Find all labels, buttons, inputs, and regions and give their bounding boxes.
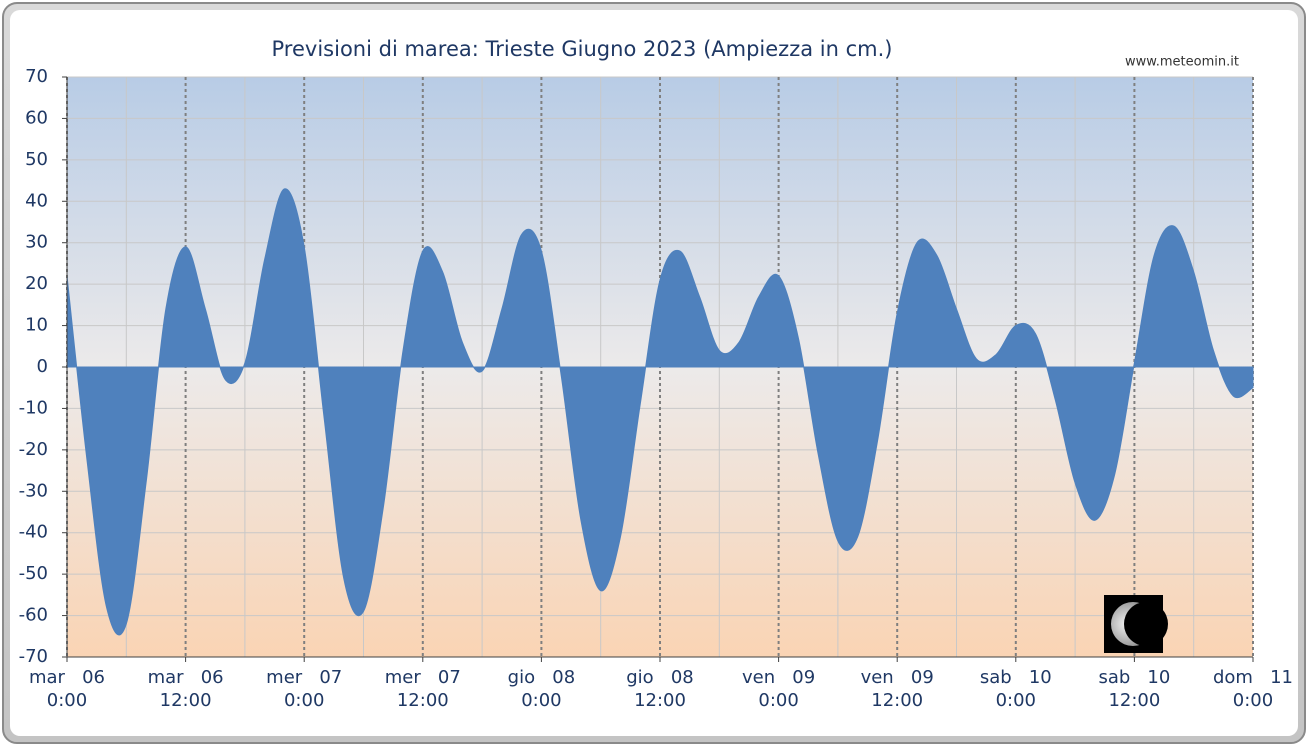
x-tick-label: sab 10 xyxy=(980,667,1052,688)
x-tick-label: mer 07 xyxy=(385,667,461,688)
x-tick-label: dom 11 xyxy=(1213,667,1293,688)
y-tick-label: 70 xyxy=(25,66,48,87)
tide-area xyxy=(66,188,1254,636)
x-tick-label: mar 06 xyxy=(29,667,105,688)
y-tick-label: 0 xyxy=(37,356,48,377)
x-tick-label: ven 09 xyxy=(861,667,934,688)
moon-icon xyxy=(1104,595,1168,653)
y-tick-label: -40 xyxy=(19,522,48,543)
x-tick-label: sab 10 xyxy=(1098,667,1170,688)
ticks: -70 -60 -50 -40 -30 -20 -10 0 10 20 30 40 50 60 70 mar … xyxy=(19,66,1293,711)
y-tick-label: -20 xyxy=(19,439,48,460)
x-tick-label: 0:00 xyxy=(758,690,798,711)
x-tick-label: gio 08 xyxy=(508,667,576,688)
y-tick-label: 20 xyxy=(25,273,48,294)
x-tick-label: ven 09 xyxy=(742,667,815,688)
x-tick-label: 12:00 xyxy=(397,690,449,711)
y-tick-label: -50 xyxy=(19,563,48,584)
y-tick-label: 50 xyxy=(25,149,48,170)
x-tick-label: gio 08 xyxy=(626,667,694,688)
x-tick-label: 12:00 xyxy=(871,690,923,711)
x-tick-label: 0:00 xyxy=(1233,690,1273,711)
y-tick-label: 30 xyxy=(25,232,48,253)
x-tick-label: 0:00 xyxy=(996,690,1036,711)
y-tick-label: 60 xyxy=(25,107,48,128)
x-tick-label: 12:00 xyxy=(160,690,212,711)
x-tick-label: mer 07 xyxy=(266,667,342,688)
y-tick-label: -60 xyxy=(19,605,48,626)
y-tick-label: 40 xyxy=(25,190,48,211)
x-tick-label: 12:00 xyxy=(1108,690,1160,711)
y-tick-label: -70 xyxy=(19,646,48,667)
x-tick-label: 0:00 xyxy=(284,690,324,711)
x-tick-label: 0:00 xyxy=(521,690,561,711)
y-tick-label: -10 xyxy=(19,397,48,418)
y-tick-label: 10 xyxy=(25,315,48,336)
y-tick-label: -30 xyxy=(19,480,48,501)
chart-title: Previsioni di marea: Trieste Giugno 2023… xyxy=(272,37,893,61)
x-tick-label: 0:00 xyxy=(47,690,87,711)
source-label: www.meteomin.it xyxy=(1125,55,1239,70)
x-tick-label: mar 06 xyxy=(148,667,224,688)
x-tick-label: 12:00 xyxy=(634,690,686,711)
area-layer xyxy=(66,188,1254,636)
